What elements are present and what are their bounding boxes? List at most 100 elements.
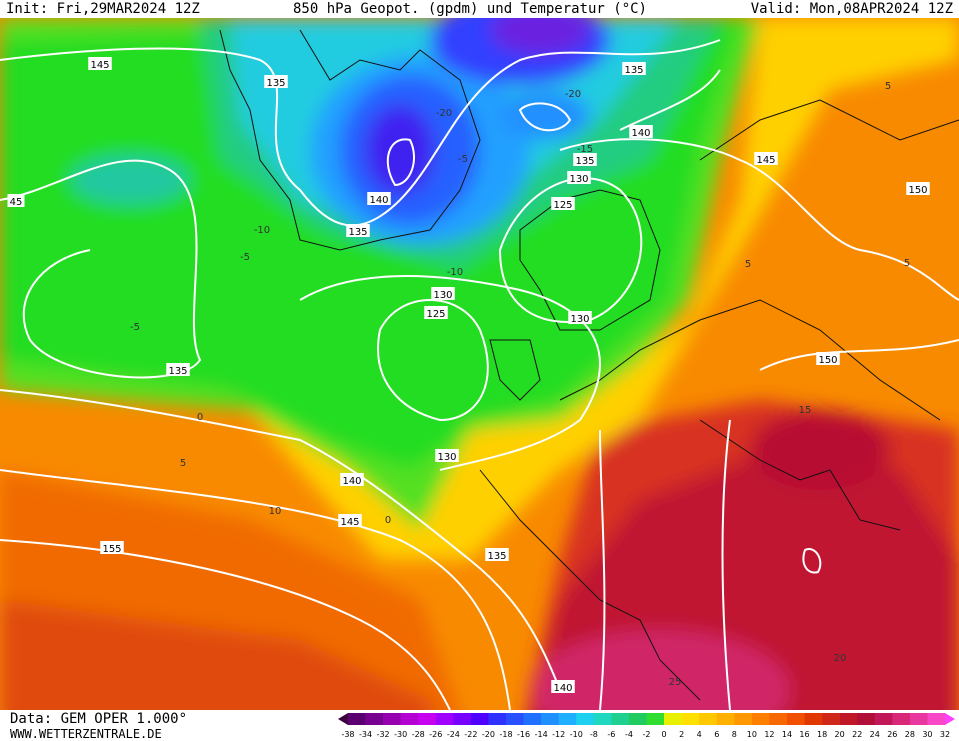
geopotential-label: 130 xyxy=(437,452,456,463)
colorbar-box xyxy=(716,713,735,725)
temperature-label: -5 xyxy=(458,154,468,165)
geopotential-label: 135 xyxy=(487,551,506,562)
colorbar-label: -32 xyxy=(377,730,390,739)
colorbar-box xyxy=(348,713,366,725)
temperature-labels: -20 -20 -15 -5 -10 -5 -5 0 5 10 0 5 5 15 20 25 -10 5 xyxy=(130,81,910,688)
temperature-label: 25 xyxy=(669,677,682,688)
label-box xyxy=(567,171,591,184)
colorbar-box xyxy=(927,713,946,725)
colorbar-label: -2 xyxy=(643,730,651,739)
colorbar-box xyxy=(699,713,718,725)
geopotential-label: 150 xyxy=(908,185,927,196)
colorbar-label: -26 xyxy=(429,730,442,739)
colorbar-box xyxy=(383,713,401,725)
temperature-label: -10 xyxy=(447,267,463,278)
colorbar-label: 16 xyxy=(799,730,809,739)
colorbar-label: 32 xyxy=(940,730,950,739)
geopotential-label: 145 xyxy=(756,155,775,166)
temperature-label: 20 xyxy=(834,653,847,664)
temperature-label: 5 xyxy=(745,259,751,270)
colorbar: -38 -34 -32 -30 -28 -26 -24 -22 -20 -18 -16 -14 -12-… xyxy=(338,713,955,739)
colorbar-label: -20 xyxy=(482,730,495,739)
colorbar-box xyxy=(576,713,595,725)
colorbar-arrow-left xyxy=(338,713,348,725)
colorbar-box xyxy=(786,713,805,725)
label-box xyxy=(166,363,190,376)
geopotential-label: 135 xyxy=(575,156,594,167)
colorbar-label: -14 xyxy=(535,730,548,739)
label-box xyxy=(551,680,575,693)
colorbar-box xyxy=(523,713,542,725)
colorbar-box xyxy=(365,713,384,725)
label-box xyxy=(7,194,25,207)
colorbar-label: 8 xyxy=(732,730,737,739)
colorbar-box xyxy=(488,713,507,725)
colorbar-label: 22 xyxy=(852,730,862,739)
colorbar-label: -24 xyxy=(447,730,460,739)
colorbar-label: -16 xyxy=(517,730,530,739)
colorbar-label: 2 xyxy=(679,730,684,739)
colorbar-box xyxy=(400,713,419,725)
label-box xyxy=(485,548,509,561)
coastlines xyxy=(219,29,959,701)
colorbar-box xyxy=(453,713,472,725)
geopotential-label: 150 xyxy=(818,355,837,366)
temperature-label: -15 xyxy=(577,144,593,155)
geopotential-label: 130 xyxy=(569,174,588,185)
colorbar-box xyxy=(874,713,893,725)
colorbar-box xyxy=(611,713,630,725)
colorbar-box xyxy=(593,713,612,725)
colorbar-label: -6 xyxy=(607,730,615,739)
colorbar-box xyxy=(646,713,665,725)
geopotential-label: 145 xyxy=(90,60,109,71)
geopotential-label: 140 xyxy=(553,683,572,694)
colorbar-label: 10 xyxy=(747,730,757,739)
geopotential-label: 130 xyxy=(433,290,452,301)
colorbar-label: 20 xyxy=(835,730,845,739)
temperature-label: -5 xyxy=(240,252,250,263)
temperature-label: 5 xyxy=(904,258,910,269)
colorbar-label: 14 xyxy=(782,730,792,739)
geopotential-label: 135 xyxy=(624,65,643,76)
colorbar-label: 0 xyxy=(662,730,667,739)
label-box xyxy=(551,197,575,210)
colorbar-label: -22 xyxy=(464,730,477,739)
colorbar-label: -4 xyxy=(625,730,633,739)
label-box xyxy=(338,514,362,527)
geopotential-label: 130 xyxy=(570,314,589,325)
temperature-label: 5 xyxy=(885,81,891,92)
geopotential-label: 155 xyxy=(102,544,121,555)
colorbar-box xyxy=(822,713,840,725)
colorbar-box xyxy=(892,713,911,725)
colorbar-label: -38 xyxy=(341,730,354,739)
temperature-label: 0 xyxy=(197,412,203,423)
colorbar-box xyxy=(558,713,577,725)
colorbar-box xyxy=(909,713,928,725)
website: WWW.WETTERZENTRALE.DE xyxy=(10,727,162,741)
label-box xyxy=(629,125,653,138)
geopotential-label: 135 xyxy=(168,366,187,377)
temperature-label: -20 xyxy=(565,89,581,100)
colorbar-label: 24 xyxy=(870,730,880,739)
label-box xyxy=(568,311,592,324)
label-box xyxy=(88,57,112,70)
label-box xyxy=(367,192,391,205)
label-box xyxy=(816,352,840,365)
colorbar-box xyxy=(734,713,753,725)
temperature-label: 15 xyxy=(799,405,812,416)
colorbar-label: -28 xyxy=(412,730,425,739)
colorbar-label: 6 xyxy=(714,730,719,739)
colorbar-box xyxy=(628,713,647,725)
colorbar-box xyxy=(664,713,682,725)
init-time: Init: Fri,29MAR2024 12Z xyxy=(6,1,200,17)
geopotential-label: 135 xyxy=(348,227,367,238)
colorbar-label: 12 xyxy=(764,730,774,739)
geopotential-label: 125 xyxy=(553,200,572,211)
geopotential-label: 45 xyxy=(10,197,23,208)
colorbar-label: 30 xyxy=(922,730,932,739)
label-box xyxy=(340,473,364,486)
colorbar-box xyxy=(506,713,524,725)
label-box xyxy=(431,287,455,300)
